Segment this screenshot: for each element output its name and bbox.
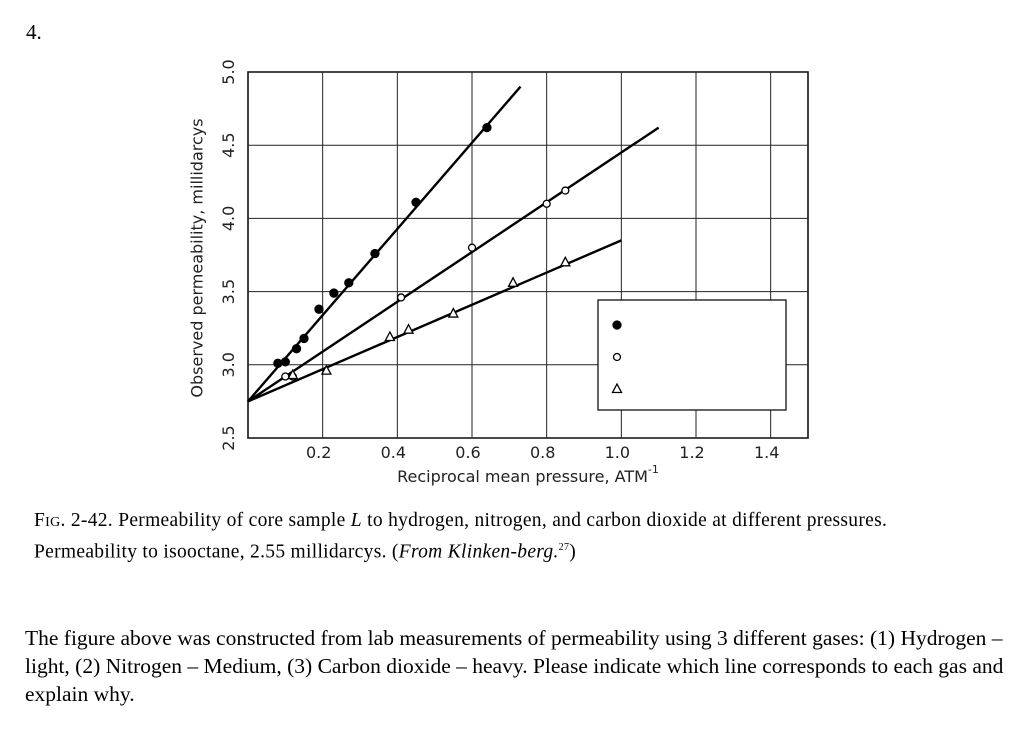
data-point [482,122,492,133]
caption-reference: 27 [558,542,570,553]
y-tick-label: 2.5 [219,425,238,450]
data-point [314,304,324,314]
fit-line [247,85,522,403]
x-axis-label-text: Reciprocal mean pressure, ATM [397,467,648,486]
x-tick-label: 1.4 [754,443,779,462]
data-point [559,255,571,267]
data-point [291,344,302,354]
data-point [370,248,380,259]
x-axis-label-superscript: -1 [648,463,659,476]
caption-text: ) [569,541,577,563]
figure-caption: Fig. 2-42. Permeability of core sample L… [34,507,979,566]
data-point [320,364,332,375]
caption-text: Permeability of core sample [118,510,346,531]
y-tick-label: 3.5 [219,279,238,304]
x-tick-label: 0.4 [381,443,406,462]
data-point [299,333,309,344]
fit-line [247,239,622,403]
data-point [467,243,477,252]
data-point [402,323,415,334]
caption-variable: L [350,510,362,531]
x-tick-label: 0.2 [306,443,331,462]
y-tick-label: 4.5 [219,132,238,157]
data-point [561,186,570,195]
x-axis-label: Reciprocal mean pressure, ATM-1 [397,463,659,486]
y-tick-label: 5.0 [219,59,238,84]
question-text: The figure above was constructed from la… [25,626,1004,706]
y-tick-label: 3.0 [219,352,238,377]
data-point [411,197,421,207]
legend-marker [612,320,622,330]
data-point [344,278,354,288]
fit-line [247,126,660,403]
data-point [280,357,290,367]
legend-marker [611,382,623,394]
legend [597,299,787,411]
y-tick-label: 4.0 [219,206,238,231]
legend-box [597,299,787,411]
x-tick-label: 1.0 [605,443,630,462]
data-point [273,358,283,368]
data-point [384,330,396,342]
data-point [329,288,339,298]
chart: Reciprocal mean pressure, ATM-1 Observed… [188,59,809,486]
x-tick-label: 1.2 [679,443,704,462]
data-point [396,293,406,302]
question-number: 4. [26,20,42,44]
data-point [507,276,519,287]
x-tick-label: 0.6 [455,443,480,462]
caption-label: Fig. 2-42. [34,510,113,531]
caption-text: to hydrogen, nitrogen, and carbon dioxid… [34,510,888,563]
caption-source: From Klinken-berg. [398,541,559,563]
legend-marker [612,352,622,362]
x-tick-label: 0.8 [530,443,555,462]
data-point [542,199,551,208]
data-point [447,307,459,318]
data-point [287,368,299,380]
y-axis-label: Observed permeability, millidarcys [188,118,207,397]
